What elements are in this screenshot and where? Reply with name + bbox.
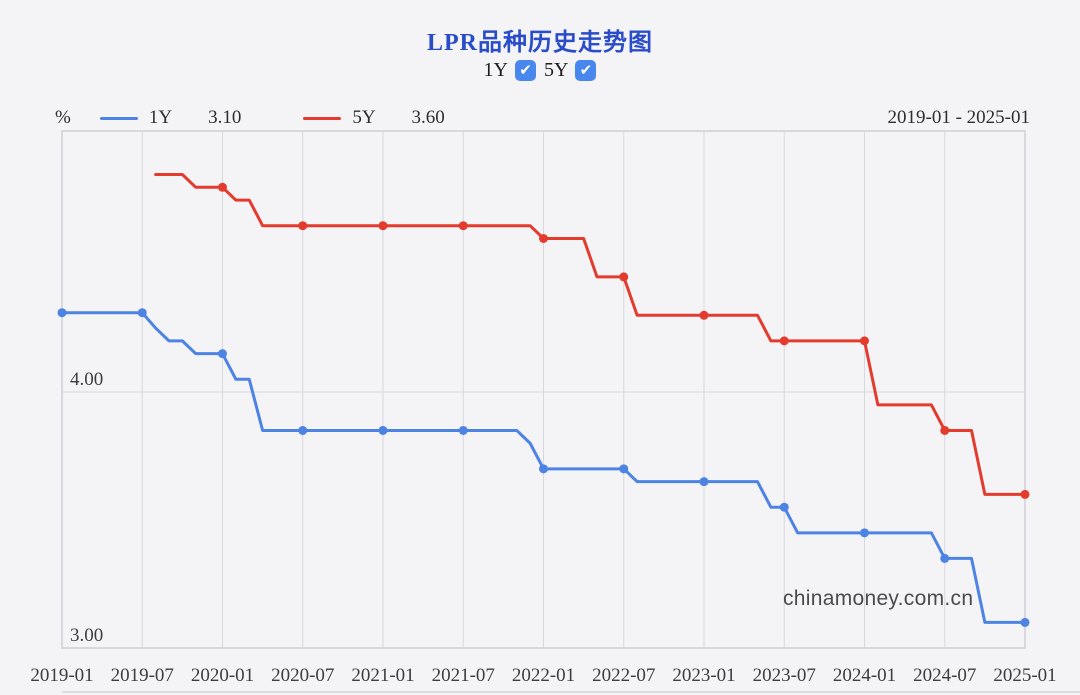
x-axis-label: 2022-07 xyxy=(592,665,655,686)
checkmark-icon: ✔ xyxy=(519,60,532,79)
series-dot-1y[interactable] xyxy=(1020,617,1030,627)
legend-line-sample-5y xyxy=(303,116,342,120)
series-dot-1y[interactable] xyxy=(137,308,147,318)
x-axis-label: 2019-07 xyxy=(111,665,174,686)
legend-label-1y: 1Y xyxy=(148,107,173,128)
x-axis-label: 2022-01 xyxy=(512,665,575,686)
series-dot-1y[interactable] xyxy=(619,464,629,474)
series-dot-1y[interactable] xyxy=(298,425,308,435)
series-dot-5y[interactable] xyxy=(298,221,308,231)
series-dot-1y[interactable] xyxy=(860,528,869,538)
legend-label-5y: 5Y xyxy=(352,107,376,128)
x-axis-label: 2024-07 xyxy=(913,665,976,686)
x-axis-label: 2021-01 xyxy=(351,665,414,686)
series-toggles: 1Y ✔ 5Y ✔ xyxy=(0,57,1080,83)
toggle-group-5y: 5Y ✔ xyxy=(544,58,597,82)
toggle-1y-label: 1Y xyxy=(483,58,508,81)
series-dot-5y[interactable] xyxy=(458,221,468,231)
x-axis-label: 2020-01 xyxy=(191,665,254,686)
series-dot-1y[interactable] xyxy=(378,425,388,435)
toggle-5y-checkbox[interactable]: ✔ xyxy=(575,59,597,81)
bottom-divider xyxy=(62,691,1080,693)
legend-row: % 1Y 3.10 5Y 3.60 2019-01 - 2025-01 xyxy=(55,105,1030,131)
legend-line-sample-1y xyxy=(99,116,138,120)
series-dot-5y[interactable] xyxy=(860,336,869,346)
checkmark-icon: ✔ xyxy=(579,60,593,79)
series-dot-5y[interactable] xyxy=(378,221,388,231)
page-title: LPR品种历史走势图 xyxy=(427,30,653,56)
series-dot-1y[interactable] xyxy=(218,349,227,359)
series-dot-1y[interactable] xyxy=(57,308,67,318)
toggle-1y-checkbox[interactable]: ✔ xyxy=(515,59,536,81)
series-dot-1y[interactable] xyxy=(699,477,709,487)
x-axis-label: 2024-01 xyxy=(833,665,896,686)
toggle-group-1y: 1Y ✔ xyxy=(484,59,536,82)
series-dot-5y[interactable] xyxy=(779,336,789,346)
series-dot-1y[interactable] xyxy=(458,425,468,435)
y-axis-unit-label: % xyxy=(55,107,71,128)
plot-frame xyxy=(61,130,1026,649)
toggle-5y-label: 5Y xyxy=(544,58,569,81)
series-dot-1y[interactable] xyxy=(940,553,950,563)
series-dot-5y[interactable] xyxy=(1020,489,1030,499)
series-dot-1y[interactable] xyxy=(779,502,789,512)
legend-value-1y: 3.10 xyxy=(208,107,242,128)
y-axis-label: 4.00 xyxy=(70,369,103,390)
y-axis-label: 3.00 xyxy=(70,625,103,646)
chart-plot-area[interactable] xyxy=(62,131,1025,648)
series-dot-5y[interactable] xyxy=(699,310,709,320)
x-axis-label: 2023-01 xyxy=(672,665,735,686)
series-dot-5y[interactable] xyxy=(218,182,227,192)
legend-value-5y: 3.60 xyxy=(411,107,445,128)
date-range-label: 2019-01 - 2025-01 xyxy=(887,107,1030,128)
x-axis-label: 2023-07 xyxy=(753,665,816,686)
series-dot-5y[interactable] xyxy=(940,425,950,435)
x-axis-label: 2019-01 xyxy=(30,665,93,686)
watermark: chinamoney.com.cn xyxy=(783,587,974,610)
series-dot-5y[interactable] xyxy=(619,272,629,282)
x-axis-label: 2025-01 xyxy=(993,665,1056,686)
x-axis-label: 2020-07 xyxy=(271,665,334,686)
series-dot-1y[interactable] xyxy=(539,464,548,474)
x-axis-label: 2021-07 xyxy=(432,665,495,686)
series-dot-5y[interactable] xyxy=(539,233,548,243)
